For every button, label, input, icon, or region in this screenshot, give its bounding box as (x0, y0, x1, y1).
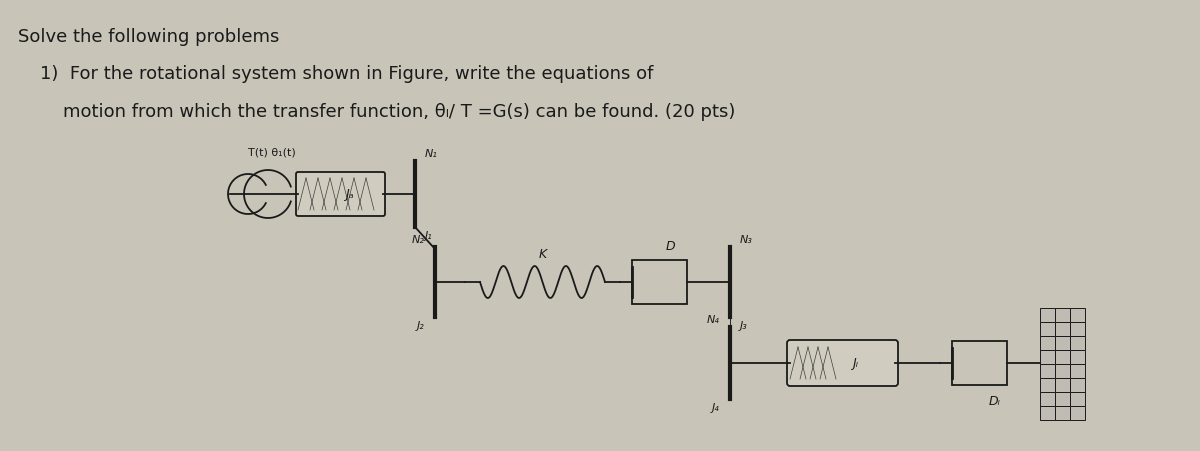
Text: J₂: J₂ (418, 320, 425, 330)
Bar (1070, 322, 1085, 336)
Text: Solve the following problems: Solve the following problems (18, 28, 280, 46)
Bar (1040, 308, 1055, 322)
Bar (1070, 378, 1085, 392)
Bar (1055, 336, 1070, 350)
Bar (1070, 406, 1085, 420)
Bar (1055, 322, 1070, 336)
Bar (1040, 406, 1055, 420)
Text: Jₗ: Jₗ (852, 357, 858, 370)
FancyBboxPatch shape (787, 340, 898, 386)
Bar (952, 341, 1007, 385)
Text: motion from which the transfer function, θₗ/ T =G(s) can be found. (20 pts): motion from which the transfer function,… (40, 103, 736, 121)
FancyBboxPatch shape (296, 173, 385, 216)
Bar (1040, 364, 1055, 378)
Bar (1055, 364, 1070, 378)
Text: J₄: J₄ (713, 402, 720, 412)
Text: K: K (539, 248, 547, 261)
Text: Dₗ: Dₗ (989, 395, 1001, 408)
Bar (1070, 350, 1085, 364)
Text: Jₐ: Jₐ (344, 188, 353, 201)
Bar (1055, 308, 1070, 322)
Bar (1040, 392, 1055, 406)
Bar (1070, 392, 1085, 406)
Text: T(t) θ₁(t): T(t) θ₁(t) (248, 147, 295, 158)
Text: N₃: N₃ (740, 235, 752, 244)
Text: 1)  For the rotational system shown in Figure, write the equations of: 1) For the rotational system shown in Fi… (40, 65, 653, 83)
Bar (1040, 322, 1055, 336)
Text: N₁: N₁ (425, 149, 438, 159)
Text: J₁: J₁ (425, 230, 433, 240)
Text: N₂: N₂ (412, 235, 425, 244)
Bar (1055, 392, 1070, 406)
Bar (1070, 336, 1085, 350)
Bar (1070, 308, 1085, 322)
Bar (1040, 336, 1055, 350)
Bar (632, 260, 688, 304)
Bar (1040, 378, 1055, 392)
Text: D: D (665, 240, 674, 253)
Text: N₄: N₄ (707, 314, 720, 324)
Text: J₃: J₃ (740, 320, 748, 330)
Bar (1055, 406, 1070, 420)
Bar (1055, 350, 1070, 364)
Bar (1055, 378, 1070, 392)
Bar (1070, 364, 1085, 378)
Bar (1040, 350, 1055, 364)
